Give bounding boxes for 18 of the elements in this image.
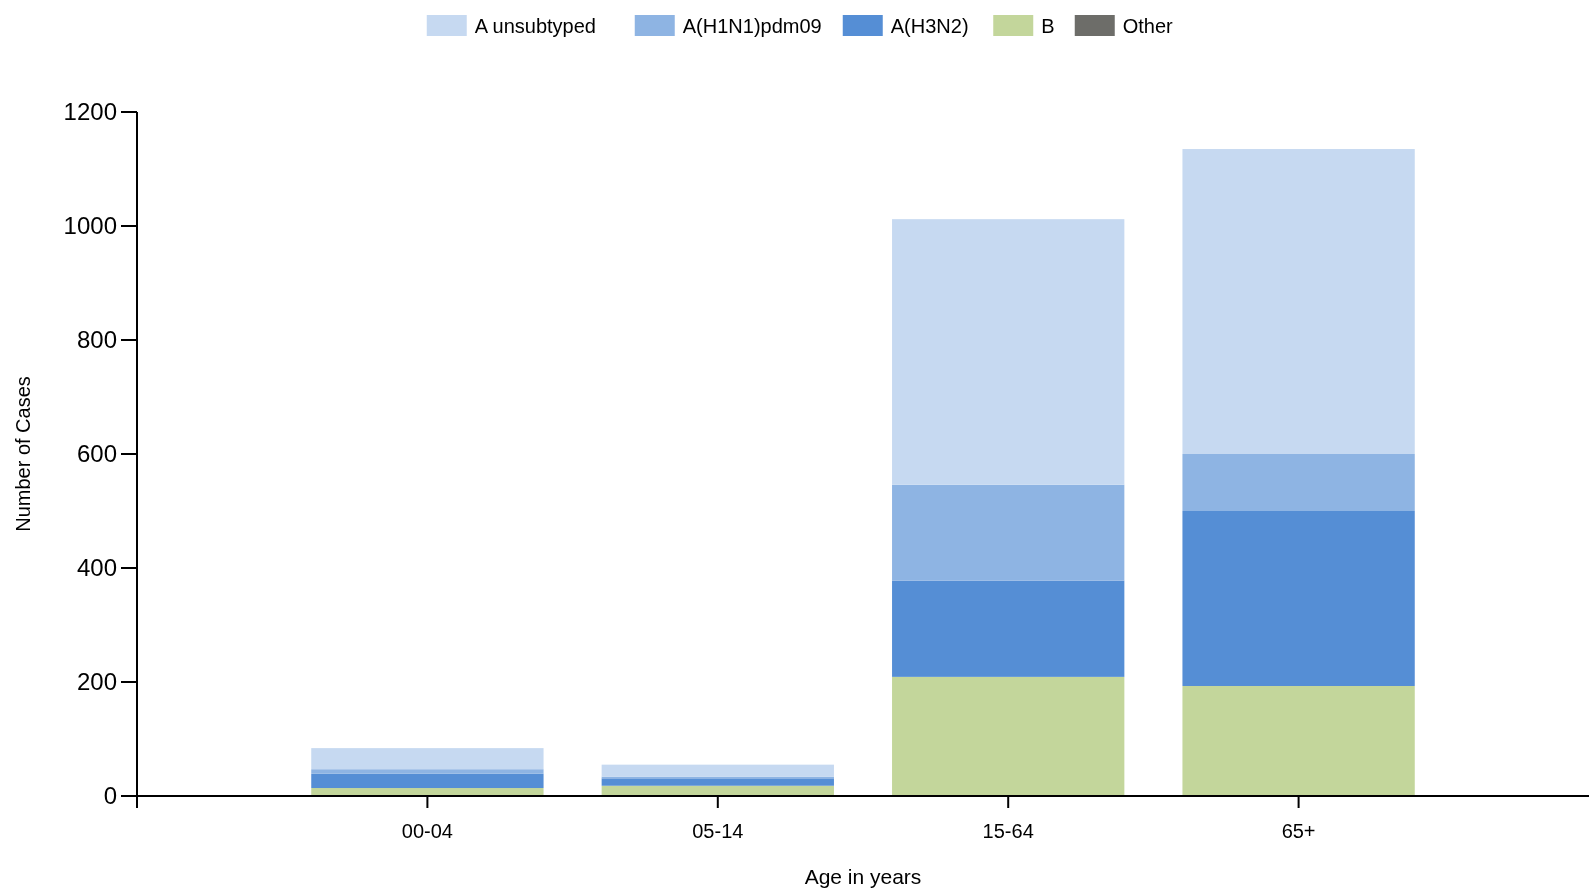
y-axis-title: Number of Cases	[12, 376, 34, 532]
legend-label: A(H3N2)	[890, 15, 969, 37]
y-tick-label: 0	[103, 782, 117, 810]
x-axis-title: Age in years	[804, 865, 922, 888]
legend-label: A unsubtyped	[474, 15, 596, 37]
x-tick-label: 00-04	[401, 820, 453, 842]
y-tick-label: 400	[76, 554, 117, 582]
y-tick-label: 200	[76, 668, 117, 696]
legend-label: B	[1041, 15, 1055, 37]
legend-label: Other	[1122, 15, 1174, 37]
y-tick-label: 600	[76, 440, 117, 468]
y-tick-label: 1200	[63, 98, 117, 126]
x-tick-label: 05-14	[692, 820, 744, 842]
y-tick-label: 1000	[63, 212, 117, 240]
y-tick-label: 800	[76, 326, 117, 354]
legend-label: A(H1N1)pdm09	[682, 15, 822, 37]
x-tick-label: 15-64	[982, 820, 1034, 842]
x-tick-label: 65+	[1281, 820, 1316, 842]
